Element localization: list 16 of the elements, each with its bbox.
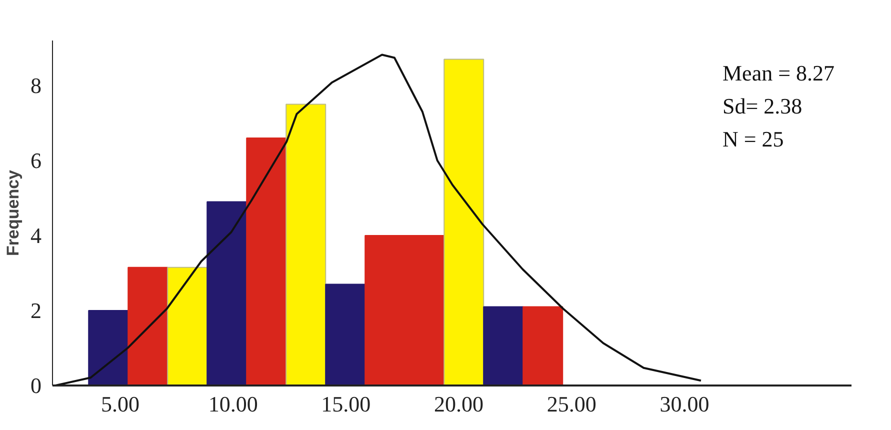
annotation: Mean = 8.27 bbox=[722, 60, 834, 86]
x-tick-label: 25.00 bbox=[546, 392, 596, 416]
line-series bbox=[54, 54, 702, 386]
y-tick-label: 6 bbox=[30, 148, 42, 173]
y-tick-label: 0 bbox=[30, 373, 42, 398]
y-tick-label: 8 bbox=[30, 73, 42, 98]
annotation: Sd= 2.38 bbox=[722, 94, 802, 118]
x-tick-label: 30.00 bbox=[660, 392, 710, 416]
x-tick-label: 20.00 bbox=[434, 392, 484, 416]
x-tick-label: 10.00 bbox=[208, 392, 258, 416]
y-axis-title: Frequency bbox=[4, 169, 22, 256]
y-tick-label: 4 bbox=[30, 223, 42, 248]
y-tick-label: 2 bbox=[30, 298, 42, 323]
x-tick-label: 15.00 bbox=[321, 392, 371, 416]
annotation: N = 25 bbox=[722, 126, 784, 152]
x-tick-label: 5.00 bbox=[100, 392, 140, 416]
